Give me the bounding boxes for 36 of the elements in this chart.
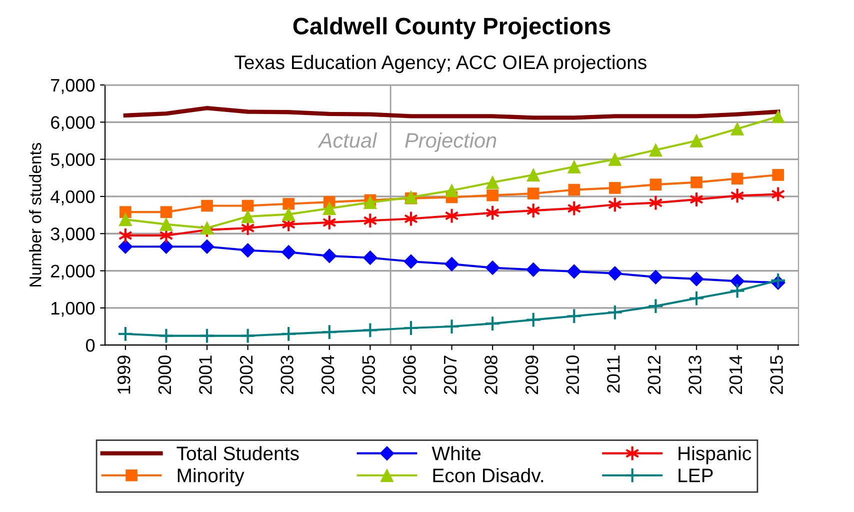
y-tick-label: 4,000 xyxy=(50,190,95,206)
x-tick-label: 2013 xyxy=(688,356,702,394)
x-tick-label: 2015 xyxy=(770,356,783,394)
y-tick-label: 0 xyxy=(86,339,95,352)
x-tick-label: 2009 xyxy=(525,356,538,394)
annotation: Actual xyxy=(318,132,378,148)
x-tick-label: 2007 xyxy=(444,356,457,394)
y-tick-label: 1,000 xyxy=(52,302,95,317)
y-tick-label: 2,000 xyxy=(51,264,95,280)
x-tick-label: 2000 xyxy=(158,356,172,394)
x-tick-label: 2006 xyxy=(403,356,416,394)
x-tick-label: 2014 xyxy=(729,355,742,394)
legend-label: Hispanic xyxy=(678,446,752,464)
chart-title: Caldwell County Projections xyxy=(293,17,610,40)
x-tick-label: 2003 xyxy=(280,356,294,394)
legend-label: LEP xyxy=(678,468,713,482)
legend-label: Minority xyxy=(178,468,244,486)
x-tick-label: 2001 xyxy=(199,356,212,394)
x-tick-label: 2008 xyxy=(484,356,498,394)
x-tick-label: 2005 xyxy=(362,356,376,394)
annotation: Projection xyxy=(405,132,496,152)
x-tick-label: 2011 xyxy=(606,356,620,393)
x-tick-label: 2002 xyxy=(240,356,253,394)
x-tick-label: 2010 xyxy=(566,356,579,394)
y-axis-title: Number of students xyxy=(29,142,42,286)
y-tick-label: 3,000 xyxy=(50,228,95,242)
legend-label: Econ Disadv. xyxy=(433,468,544,482)
y-tick-label: 6,000 xyxy=(51,116,95,131)
x-tick-label: 2004 xyxy=(321,355,334,394)
legend-label: Total Students xyxy=(176,446,299,460)
legend-label: White xyxy=(432,446,481,460)
y-tick-label: 7,000 xyxy=(51,78,95,94)
y-tick-label: 5,000 xyxy=(50,153,95,168)
x-tick-label: 2012 xyxy=(648,356,661,394)
chart-subtitle: Texas Education Agency; ACC OIEA projections xyxy=(234,54,646,74)
x-tick-label: 1999 xyxy=(118,356,130,394)
